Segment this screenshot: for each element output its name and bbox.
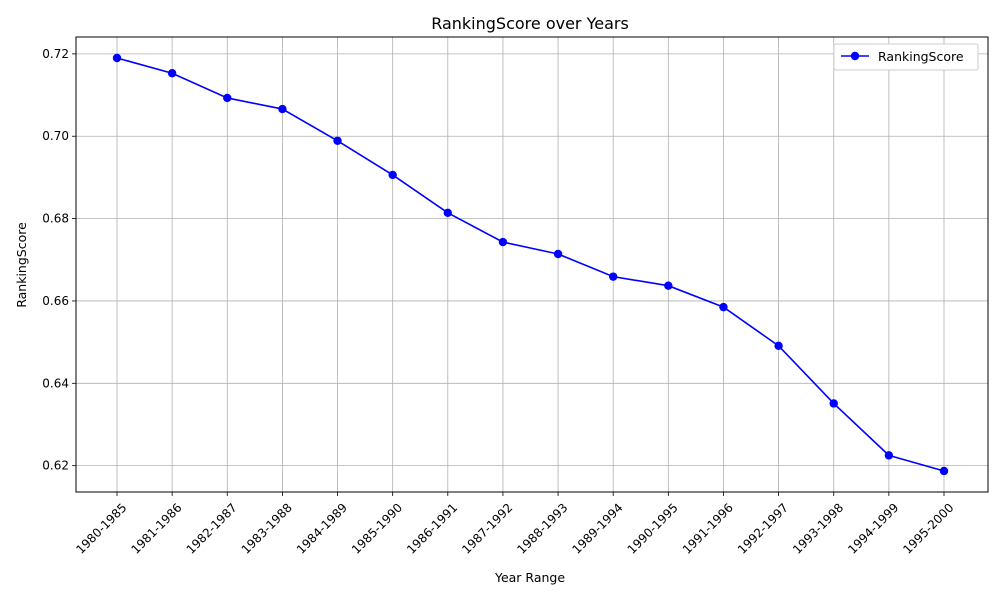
x-tick-label: 1982-1987 <box>184 501 240 557</box>
legend-marker-swatch <box>850 51 860 61</box>
y-tick-label: 0.68 <box>42 212 69 226</box>
x-tick-label: 1985-1990 <box>349 501 405 557</box>
data-point <box>829 399 838 408</box>
data-point <box>498 237 508 247</box>
legend-box <box>833 43 979 71</box>
data-point <box>664 281 673 290</box>
y-tick-label: 0.64 <box>42 376 69 390</box>
plot-frame <box>75 36 989 493</box>
x-tick-label: 1990-1995 <box>625 501 681 557</box>
data-point <box>774 341 783 351</box>
series-layer <box>112 53 949 476</box>
data-point <box>884 451 894 460</box>
x-tick-label: 1983-1988 <box>239 501 295 557</box>
data-point <box>388 170 397 180</box>
series-line <box>116 57 945 472</box>
legend: RankingScore <box>833 43 979 71</box>
x-tick-label: 1981-1986 <box>128 501 184 557</box>
ticks: 1980-19851981-19861982-19871983-19881984… <box>42 47 956 557</box>
data-point <box>609 272 618 281</box>
y-tick-label: 0.72 <box>42 47 69 61</box>
data-point <box>719 302 728 312</box>
x-tick-label: 1986-1991 <box>404 501 460 557</box>
legend-label: RankingScore <box>878 49 964 64</box>
x-tick-label: 1988-1993 <box>514 501 570 557</box>
x-tick-label: 1991-1996 <box>680 501 736 557</box>
data-point <box>443 208 452 218</box>
x-tick-label: 1994-1999 <box>845 501 901 557</box>
x-tick-label: 1987-1992 <box>459 501 515 557</box>
data-point <box>278 104 287 114</box>
x-tick-label: 1992-1997 <box>735 501 791 557</box>
y-tick-label: 0.62 <box>42 459 69 473</box>
y-tick-label: 0.70 <box>42 129 69 143</box>
x-tick-label: 1984-1989 <box>294 501 350 557</box>
data-point <box>223 93 232 103</box>
data-point <box>939 466 949 476</box>
chart-title: RankingScore over Years <box>431 14 629 33</box>
data-point <box>167 69 177 78</box>
data-point <box>553 249 563 259</box>
data-point <box>333 136 342 145</box>
data-point <box>112 53 122 63</box>
x-tick-label: 1980-1985 <box>73 501 129 557</box>
x-tick-label: 1993-1998 <box>790 501 846 557</box>
x-axis-label: Year Range <box>494 570 565 585</box>
y-axis-label: RankingScore <box>14 222 29 308</box>
grid <box>76 37 988 492</box>
x-tick-label: 1989-1994 <box>570 501 626 557</box>
x-tick-label: 1995-2000 <box>900 501 956 557</box>
y-tick-label: 0.66 <box>42 294 69 308</box>
